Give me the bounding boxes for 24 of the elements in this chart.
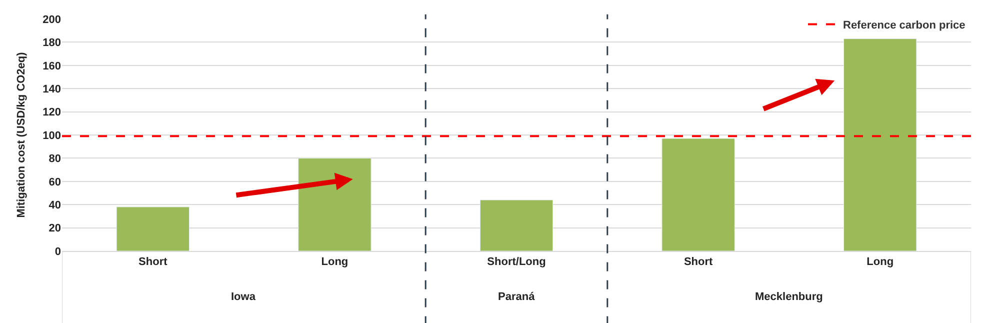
y-tick-label: 100 [42, 130, 61, 142]
y-axis-title: Mitigation cost (USD/kg CO2eq) [15, 52, 28, 218]
y-tick-label: 200 [42, 14, 61, 26]
bar [116, 206, 190, 251]
y-tick-label: 20 [48, 222, 61, 235]
x-tick-label: Long [321, 256, 348, 268]
y-tick-label: 160 [42, 60, 61, 72]
y-tick-label: 120 [42, 106, 61, 119]
x-tick-label: Long [866, 256, 894, 268]
y-tick-label: 0 [54, 246, 61, 258]
text: Mecklenburg [755, 291, 823, 303]
x-tick-label: Short [684, 256, 713, 268]
x-tick-label: Short [138, 256, 168, 268]
y-tick-label: 80 [48, 153, 61, 166]
legend-label: Reference carbon price [843, 20, 966, 32]
y-tick-label: 140 [42, 83, 61, 96]
text: Iowa [231, 291, 256, 303]
bar [662, 138, 735, 251]
bar [480, 200, 554, 251]
text: Paraná [498, 291, 536, 303]
y-tick-label: 180 [42, 37, 61, 50]
y-tick-label: 40 [48, 199, 61, 212]
x-tick-label: Short/Long [487, 256, 546, 268]
y-tick-label: 60 [48, 176, 61, 188]
